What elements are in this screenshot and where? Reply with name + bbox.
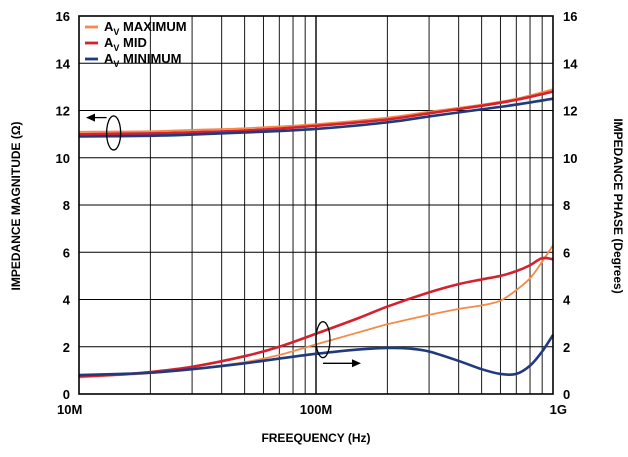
right-y-tick-label: 10 [563, 151, 577, 166]
left-y-tick-label: 6 [63, 245, 70, 260]
plot-frame [78, 15, 554, 395]
x-tick-label: 10M [57, 402, 82, 417]
legend-label: AV MID [104, 35, 147, 53]
series-lines [78, 88, 555, 379]
x-tick-label: 1G [550, 402, 567, 417]
annotations [86, 113, 361, 368]
phase-curve-marker [315, 321, 331, 359]
left-y-tick-label: 14 [56, 56, 71, 71]
x-tick-label: 100M [300, 402, 333, 417]
series-line-magnitude-av-mid [78, 90, 554, 136]
left-y-tick-label: 12 [56, 104, 70, 119]
right-y-tick-label: 2 [563, 340, 570, 355]
left-y-tick-label: 2 [63, 340, 70, 355]
magnitude-curve-marker [105, 115, 122, 151]
left-y-tick-label: 16 [56, 9, 70, 24]
right-y-axis-title: IMPEDANCE PHASE (Degrees) [611, 118, 625, 293]
left-y-axis-title: IMPEDANCE MAGNITUDE (Ω) [9, 122, 23, 291]
right-y-tick-label: 16 [563, 9, 577, 24]
left-y-tick-label: 10 [56, 151, 70, 166]
left-y-tick-label: 4 [63, 293, 71, 308]
left-y-tick-label: 8 [63, 198, 70, 213]
right-y-tick-label: 8 [563, 198, 570, 213]
x-axis-title: FREEQUENCY (Hz) [261, 431, 370, 445]
axes: 0 2 4 6 8 10 12 14 16 0 2 4 6 8 10 12 14 16 10M 100M 1G [56, 9, 579, 417]
right-y-tick-label: 14 [563, 56, 578, 71]
series-line-phase-av-minimum [78, 334, 555, 377]
legend-label: AV MINIMUM [104, 51, 182, 69]
left-y-tick-label: 0 [63, 387, 70, 402]
right-y-tick-label: 0 [563, 387, 570, 402]
right-y-tick-label: 6 [563, 245, 570, 260]
right-y-tick-label: 12 [563, 104, 577, 119]
series-line-magnitude-av-minimum [78, 97, 554, 138]
right-arrow-head [351, 359, 361, 368]
series-line-phase-av-mid [78, 256, 554, 378]
legend-label: AV MAXIMUM [104, 19, 187, 37]
left-arrow-head [86, 113, 95, 122]
right-y-tick-label: 4 [563, 293, 571, 308]
